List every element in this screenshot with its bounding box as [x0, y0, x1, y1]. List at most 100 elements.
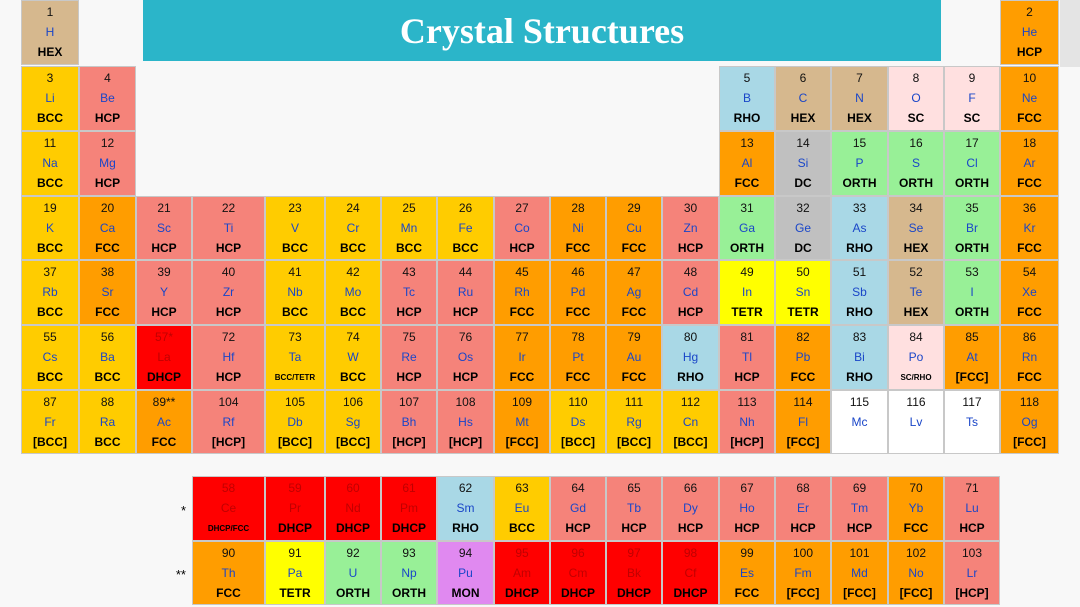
element-cell[interactable]: 75 Re HCP: [381, 325, 437, 390]
element-cell[interactable]: 50 Sn TETR: [775, 260, 831, 325]
element-cell[interactable]: 15 P ORTH: [831, 131, 888, 196]
element-cell[interactable]: 45 Rh FCC: [494, 260, 550, 325]
element-cell[interactable]: 78 Pt FCC: [550, 325, 606, 390]
element-cell[interactable]: 8 O SC: [888, 66, 944, 131]
element-cell[interactable]: 108 Hs [HCP]: [437, 390, 494, 454]
element-cell[interactable]: 11 Na BCC: [21, 131, 79, 196]
element-cell[interactable]: 21 Sc HCP: [136, 196, 192, 260]
element-cell[interactable]: 90 Th FCC: [192, 541, 265, 605]
element-cell[interactable]: 114 Fl [FCC]: [775, 390, 831, 454]
element-cell[interactable]: 113 Nh [HCP]: [719, 390, 775, 454]
element-cell[interactable]: 107 Bh [HCP]: [381, 390, 437, 454]
element-cell[interactable]: 98 Cf DHCP: [662, 541, 719, 605]
element-cell[interactable]: 38 Sr FCC: [79, 260, 136, 325]
element-cell[interactable]: 54 Xe FCC: [1000, 260, 1059, 325]
element-cell[interactable]: 42 Mo BCC: [325, 260, 381, 325]
element-cell[interactable]: 116 Lv: [888, 390, 944, 454]
element-cell[interactable]: 62 Sm RHO: [437, 476, 494, 541]
element-cell[interactable]: 10 Ne FCC: [1000, 66, 1059, 131]
element-cell[interactable]: 51 Sb RHO: [831, 260, 888, 325]
element-cell[interactable]: 26 Fe BCC: [437, 196, 494, 260]
element-cell[interactable]: 57* La DHCP: [136, 325, 192, 390]
element-cell[interactable]: 81 Tl HCP: [719, 325, 775, 390]
element-cell[interactable]: 79 Au FCC: [606, 325, 662, 390]
element-cell[interactable]: 28 Ni FCC: [550, 196, 606, 260]
element-cell[interactable]: 37 Rb BCC: [21, 260, 79, 325]
element-cell[interactable]: 104 Rf [HCP]: [192, 390, 265, 454]
element-cell[interactable]: 18 Ar FCC: [1000, 131, 1059, 196]
element-cell[interactable]: 40 Zr HCP: [192, 260, 265, 325]
element-cell[interactable]: 2 He HCP: [1000, 0, 1059, 65]
element-cell[interactable]: 118 Og [FCC]: [1000, 390, 1059, 454]
element-cell[interactable]: 7 N HEX: [831, 66, 888, 131]
element-cell[interactable]: 19 K BCC: [21, 196, 79, 260]
element-cell[interactable]: 87 Fr [BCC]: [21, 390, 79, 454]
element-cell[interactable]: 102 No [FCC]: [888, 541, 944, 605]
element-cell[interactable]: 101 Md [FCC]: [831, 541, 888, 605]
element-cell[interactable]: 94 Pu MON: [437, 541, 494, 605]
element-cell[interactable]: 76 Os HCP: [437, 325, 494, 390]
element-cell[interactable]: 16 S ORTH: [888, 131, 944, 196]
element-cell[interactable]: 84 Po SC/RHO: [888, 325, 944, 390]
element-cell[interactable]: 32 Ge DC: [775, 196, 831, 260]
element-cell[interactable]: 72 Hf HCP: [192, 325, 265, 390]
element-cell[interactable]: 82 Pb FCC: [775, 325, 831, 390]
element-cell[interactable]: 20 Ca FCC: [79, 196, 136, 260]
element-cell[interactable]: 65 Tb HCP: [606, 476, 662, 541]
element-cell[interactable]: 99 Es FCC: [719, 541, 775, 605]
element-cell[interactable]: 49 In TETR: [719, 260, 775, 325]
element-cell[interactable]: 91 Pa TETR: [265, 541, 325, 605]
element-cell[interactable]: 25 Mn BCC: [381, 196, 437, 260]
element-cell[interactable]: 100 Fm [FCC]: [775, 541, 831, 605]
element-cell[interactable]: 43 Tc HCP: [381, 260, 437, 325]
element-cell[interactable]: 44 Ru HCP: [437, 260, 494, 325]
element-cell[interactable]: 96 Cm DHCP: [550, 541, 606, 605]
element-cell[interactable]: 53 I ORTH: [944, 260, 1000, 325]
element-cell[interactable]: 47 Ag FCC: [606, 260, 662, 325]
element-cell[interactable]: 92 U ORTH: [325, 541, 381, 605]
element-cell[interactable]: 66 Dy HCP: [662, 476, 719, 541]
element-cell[interactable]: 4 Be HCP: [79, 66, 136, 131]
element-cell[interactable]: 39 Y HCP: [136, 260, 192, 325]
element-cell[interactable]: 46 Pd FCC: [550, 260, 606, 325]
element-cell[interactable]: 34 Se HEX: [888, 196, 944, 260]
element-cell[interactable]: 23 V BCC: [265, 196, 325, 260]
element-cell[interactable]: 117 Ts: [944, 390, 1000, 454]
element-cell[interactable]: 68 Er HCP: [775, 476, 831, 541]
element-cell[interactable]: 106 Sg [BCC]: [325, 390, 381, 454]
element-cell[interactable]: 103 Lr [HCP]: [944, 541, 1000, 605]
element-cell[interactable]: 110 Ds [BCC]: [550, 390, 606, 454]
element-cell[interactable]: 35 Br ORTH: [944, 196, 1000, 260]
element-cell[interactable]: 109 Mt [FCC]: [494, 390, 550, 454]
element-cell[interactable]: 1 H HEX: [21, 0, 79, 65]
element-cell[interactable]: 13 Al FCC: [719, 131, 775, 196]
element-cell[interactable]: 105 Db [BCC]: [265, 390, 325, 454]
element-cell[interactable]: 17 Cl ORTH: [944, 131, 1000, 196]
element-cell[interactable]: 33 As RHO: [831, 196, 888, 260]
element-cell[interactable]: 9 F SC: [944, 66, 1000, 131]
element-cell[interactable]: 71 Lu HCP: [944, 476, 1000, 541]
element-cell[interactable]: 83 Bi RHO: [831, 325, 888, 390]
element-cell[interactable]: 63 Eu BCC: [494, 476, 550, 541]
element-cell[interactable]: 93 Np ORTH: [381, 541, 437, 605]
element-cell[interactable]: 86 Rn FCC: [1000, 325, 1059, 390]
element-cell[interactable]: 58 Ce DHCP/FCC: [192, 476, 265, 541]
element-cell[interactable]: 6 C HEX: [775, 66, 831, 131]
element-cell[interactable]: 112 Cn [BCC]: [662, 390, 719, 454]
element-cell[interactable]: 95 Am DHCP: [494, 541, 550, 605]
element-cell[interactable]: 115 Mc: [831, 390, 888, 454]
element-cell[interactable]: 27 Co HCP: [494, 196, 550, 260]
element-cell[interactable]: 73 Ta BCC/TETR: [265, 325, 325, 390]
element-cell[interactable]: 36 Kr FCC: [1000, 196, 1059, 260]
element-cell[interactable]: 22 Ti HCP: [192, 196, 265, 260]
element-cell[interactable]: 29 Cu FCC: [606, 196, 662, 260]
element-cell[interactable]: 88 Ra BCC: [79, 390, 136, 454]
element-cell[interactable]: 12 Mg HCP: [79, 131, 136, 196]
element-cell[interactable]: 30 Zn HCP: [662, 196, 719, 260]
element-cell[interactable]: 69 Tm HCP: [831, 476, 888, 541]
element-cell[interactable]: 77 Ir FCC: [494, 325, 550, 390]
element-cell[interactable]: 3 Li BCC: [21, 66, 79, 131]
element-cell[interactable]: 70 Yb FCC: [888, 476, 944, 541]
element-cell[interactable]: 74 W BCC: [325, 325, 381, 390]
element-cell[interactable]: 56 Ba BCC: [79, 325, 136, 390]
